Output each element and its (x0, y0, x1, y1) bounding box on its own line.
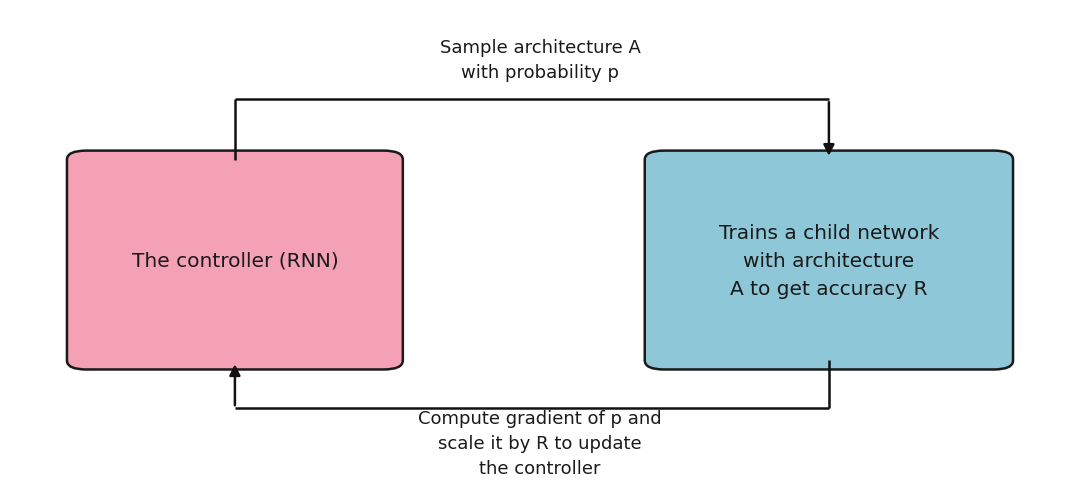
Text: Sample architecture A
with probability p: Sample architecture A with probability p (440, 39, 640, 82)
Text: Trains a child network
with architecture
A to get accuracy R: Trains a child network with architecture… (718, 223, 940, 298)
Text: Compute gradient of p and
scale it by R to update
the controller: Compute gradient of p and scale it by R … (418, 409, 662, 477)
Text: The controller (RNN): The controller (RNN) (132, 251, 338, 270)
FancyBboxPatch shape (645, 151, 1013, 370)
FancyBboxPatch shape (67, 151, 403, 370)
